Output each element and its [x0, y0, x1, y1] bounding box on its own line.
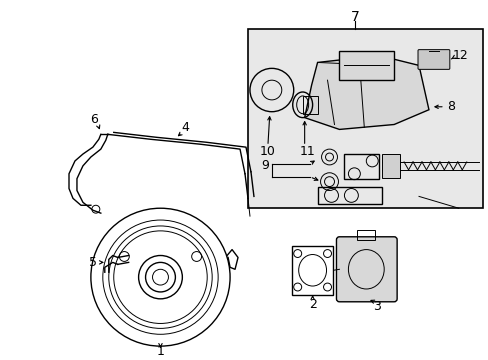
- Text: 9: 9: [261, 159, 268, 172]
- Bar: [344, 154, 379, 179]
- Bar: [357, 230, 374, 240]
- Bar: [339, 51, 393, 80]
- FancyBboxPatch shape: [336, 237, 396, 302]
- Bar: [247, 29, 482, 208]
- Bar: [302, 96, 317, 114]
- Text: 4: 4: [181, 121, 189, 134]
- Text: 12: 12: [452, 49, 468, 62]
- Bar: [317, 186, 382, 204]
- FancyBboxPatch shape: [417, 50, 449, 69]
- Text: 2: 2: [308, 298, 316, 311]
- Bar: [291, 246, 333, 295]
- Text: 7: 7: [350, 10, 359, 24]
- Text: 3: 3: [372, 300, 381, 313]
- Text: 5: 5: [89, 256, 97, 269]
- Bar: [382, 154, 399, 178]
- Text: 10: 10: [260, 145, 275, 158]
- Polygon shape: [304, 55, 428, 130]
- Text: 1: 1: [156, 345, 164, 357]
- Text: 8: 8: [446, 100, 454, 113]
- Text: 6: 6: [90, 113, 98, 126]
- Text: 11: 11: [299, 145, 315, 158]
